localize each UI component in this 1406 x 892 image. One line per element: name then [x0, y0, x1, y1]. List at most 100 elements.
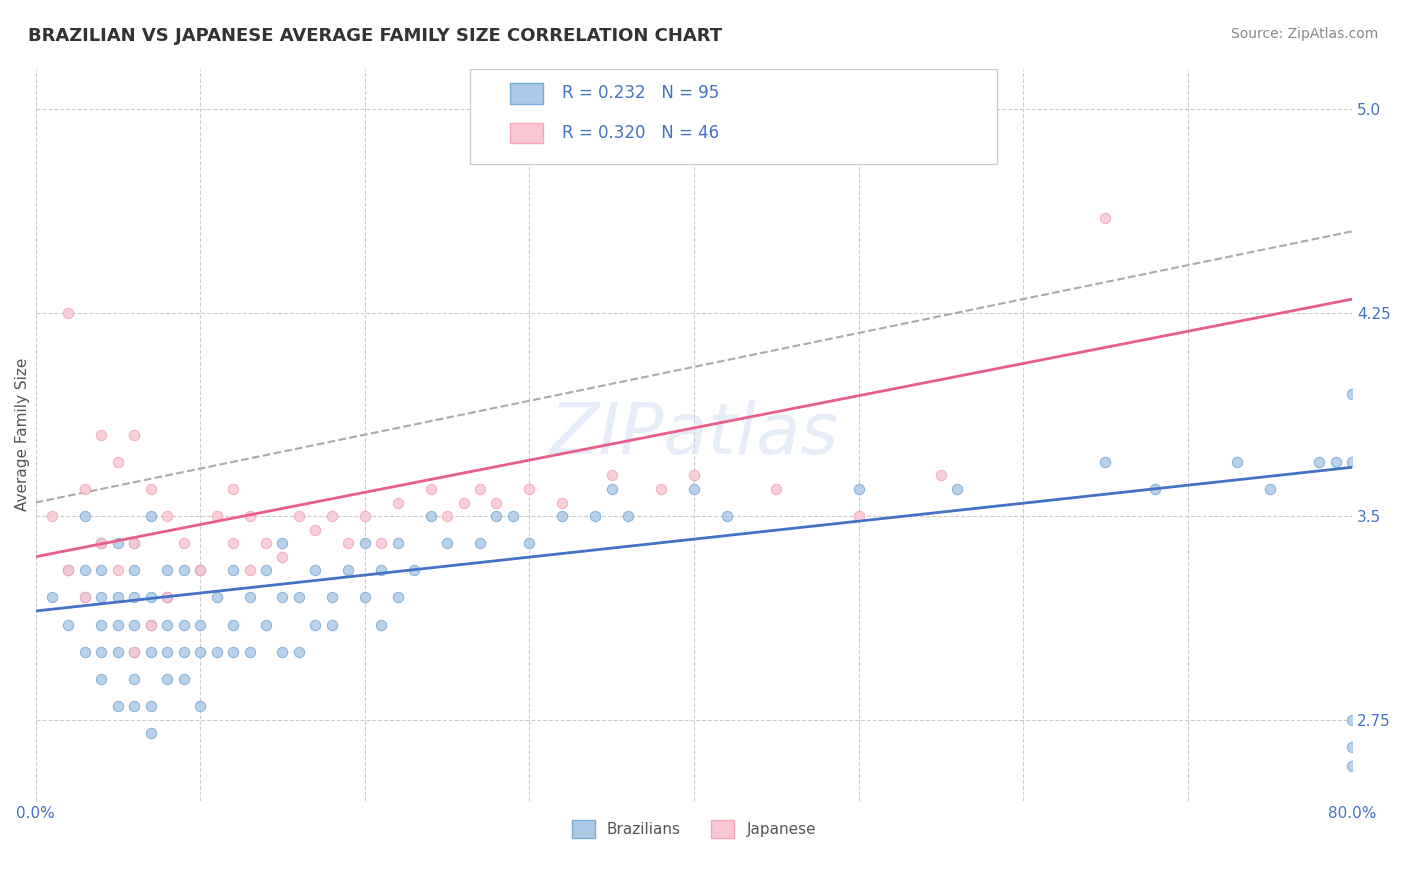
Brazilians [404, 563, 426, 577]
Brazilians [173, 617, 195, 632]
Brazilians [124, 698, 146, 713]
Brazilians [90, 536, 112, 550]
Brazilians [73, 591, 96, 605]
Japanese [156, 509, 179, 524]
Japanese [90, 427, 112, 442]
Brazilians [254, 563, 277, 577]
Japanese [90, 536, 112, 550]
Japanese [173, 536, 195, 550]
Brazilians [124, 672, 146, 686]
Brazilians [139, 698, 162, 713]
Brazilians [683, 482, 706, 496]
Brazilians [353, 536, 375, 550]
Y-axis label: Average Family Size: Average Family Size [15, 358, 30, 511]
Japanese [238, 563, 260, 577]
Brazilians [90, 617, 112, 632]
Brazilians [156, 645, 179, 659]
Brazilians [205, 591, 228, 605]
Brazilians [1341, 387, 1364, 401]
Brazilians [124, 536, 146, 550]
Brazilians [321, 617, 343, 632]
Brazilians [124, 617, 146, 632]
Brazilians [107, 536, 129, 550]
Japanese [156, 591, 179, 605]
Japanese [254, 536, 277, 550]
Brazilians [107, 698, 129, 713]
Legend: Brazilians, Japanese: Brazilians, Japanese [565, 814, 823, 845]
Japanese [436, 509, 458, 524]
Brazilians [173, 645, 195, 659]
Text: R = 0.320   N = 46: R = 0.320 N = 46 [562, 124, 720, 142]
Text: Source: ZipAtlas.com: Source: ZipAtlas.com [1230, 27, 1378, 41]
Japanese [58, 305, 80, 319]
Brazilians [304, 563, 326, 577]
Japanese [222, 536, 245, 550]
Brazilians [73, 509, 96, 524]
Brazilians [337, 563, 360, 577]
Japanese [929, 468, 952, 483]
Brazilians [1258, 482, 1281, 496]
Brazilians [188, 645, 211, 659]
Brazilians [73, 563, 96, 577]
Japanese [139, 617, 162, 632]
Brazilians [139, 509, 162, 524]
Brazilians [156, 591, 179, 605]
Brazilians [222, 645, 245, 659]
Japanese [288, 509, 311, 524]
Brazilians [370, 563, 392, 577]
Brazilians [124, 591, 146, 605]
Brazilians [419, 509, 441, 524]
Japanese [238, 509, 260, 524]
Brazilians [124, 645, 146, 659]
Japanese [58, 563, 80, 577]
Brazilians [90, 672, 112, 686]
Brazilians [1308, 455, 1330, 469]
Brazilians [139, 726, 162, 740]
Brazilians [139, 617, 162, 632]
Japanese [519, 482, 541, 496]
Brazilians [1143, 482, 1166, 496]
FancyBboxPatch shape [509, 123, 543, 144]
Brazilians [600, 482, 623, 496]
Japanese [551, 495, 574, 509]
Brazilians [254, 617, 277, 632]
Brazilians [156, 563, 179, 577]
Brazilians [205, 645, 228, 659]
Brazilians [107, 645, 129, 659]
Japanese [41, 509, 63, 524]
Japanese [370, 536, 392, 550]
Brazilians [848, 482, 870, 496]
Brazilians [124, 563, 146, 577]
Brazilians [468, 536, 491, 550]
Brazilians [90, 591, 112, 605]
Japanese [124, 427, 146, 442]
Brazilians [107, 617, 129, 632]
Brazilians [1094, 455, 1116, 469]
FancyBboxPatch shape [509, 83, 543, 103]
Japanese [337, 536, 360, 550]
Brazilians [288, 591, 311, 605]
Brazilians [188, 617, 211, 632]
Japanese [650, 482, 672, 496]
Brazilians [519, 536, 541, 550]
Brazilians [1324, 455, 1347, 469]
Japanese [205, 509, 228, 524]
Brazilians [551, 509, 574, 524]
FancyBboxPatch shape [470, 69, 997, 164]
Brazilians [288, 645, 311, 659]
Brazilians [1341, 758, 1364, 772]
Brazilians [173, 672, 195, 686]
Brazilians [139, 645, 162, 659]
Brazilians [617, 509, 640, 524]
Japanese [485, 495, 508, 509]
Brazilians [583, 509, 606, 524]
Japanese [271, 549, 294, 564]
Japanese [1094, 211, 1116, 225]
Japanese [419, 482, 441, 496]
Brazilians [1226, 455, 1249, 469]
Brazilians [188, 563, 211, 577]
Brazilians [946, 482, 969, 496]
Japanese [387, 495, 409, 509]
Brazilians [502, 509, 524, 524]
Brazilians [107, 591, 129, 605]
